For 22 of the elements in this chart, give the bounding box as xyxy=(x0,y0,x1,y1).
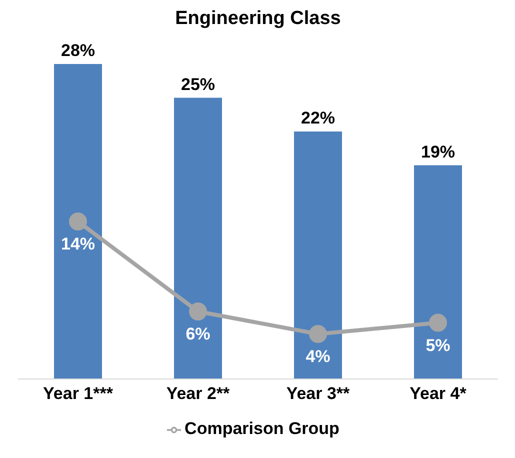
data-label: 25% xyxy=(180,74,216,94)
point xyxy=(309,325,327,343)
legend-label: Comparison Group xyxy=(184,419,340,438)
point xyxy=(429,314,447,332)
data-label: 4% xyxy=(306,347,330,366)
data-label: 19% xyxy=(420,142,456,162)
data-label: 22% xyxy=(300,108,336,128)
bar xyxy=(54,64,102,379)
data-label: 28% xyxy=(60,41,96,60)
bar xyxy=(294,132,342,379)
point xyxy=(189,302,207,320)
data-label: 6% xyxy=(186,324,210,344)
x-tick-label: Year 3** xyxy=(286,384,350,404)
data-label: 14% xyxy=(60,234,96,254)
x-tick-label: Year 2** xyxy=(166,384,230,404)
point xyxy=(69,212,87,230)
chart-title: Engineering Class xyxy=(174,8,342,30)
bar xyxy=(174,98,222,379)
bar xyxy=(414,165,462,379)
x-tick-label: Year 1*** xyxy=(43,384,114,404)
x-tick-label: Year 4* xyxy=(410,384,467,404)
data-label: 5% xyxy=(426,336,450,355)
